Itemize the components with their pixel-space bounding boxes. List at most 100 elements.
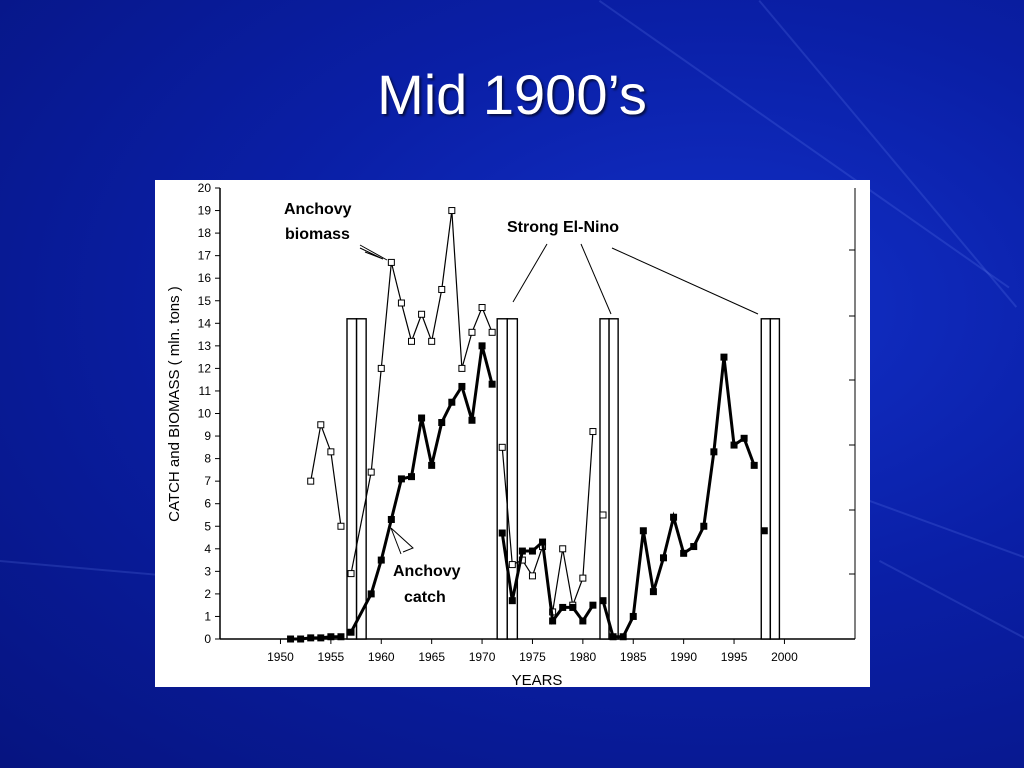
y-tick-label: 0 (204, 632, 211, 646)
catch-point (760, 527, 768, 535)
x-tick-label: 1980 (570, 650, 597, 664)
el-nino-bar (355, 318, 367, 640)
biomass-line (310, 422, 342, 527)
biomass-point (579, 574, 587, 582)
el-nino-bar (506, 318, 519, 640)
y-axis-label: CATCH and BIOMASS ( mln. tons ) (166, 286, 183, 522)
biomass-point (438, 285, 446, 293)
catch-point (629, 612, 637, 620)
y-tick-label: 5 (204, 519, 211, 533)
el-nino-bar (608, 318, 619, 640)
catch-point (700, 522, 708, 530)
catch-point (297, 635, 305, 643)
biomass-point (347, 570, 355, 578)
x-tick-label: 1960 (368, 650, 395, 664)
biomass-point (508, 561, 516, 569)
y-tick-label: 15 (198, 294, 212, 308)
el-nino-bar (346, 318, 358, 640)
catch-point (539, 538, 547, 546)
catch-pointer-line (390, 527, 402, 555)
catch-point (740, 434, 748, 442)
catch-point (508, 597, 516, 605)
catch-point (468, 416, 476, 424)
catch-point (589, 601, 597, 609)
catch-point (307, 634, 315, 642)
catch-pointer (390, 527, 414, 553)
catch-point (579, 617, 587, 625)
biomass-point (498, 443, 506, 451)
biomass-point (428, 337, 436, 345)
biomass-point (589, 428, 597, 436)
y-tick-label: 11 (199, 384, 212, 398)
catch-point (710, 448, 718, 456)
x-tick-label: 1950 (267, 650, 294, 664)
y-tick-label: 7 (204, 474, 211, 488)
el-nino-bar (769, 318, 781, 640)
catch-point (327, 633, 335, 641)
catch-point (438, 419, 446, 427)
catch-point (428, 461, 436, 469)
y-tick-label: 14 (198, 316, 212, 330)
y-tick-label: 17 (198, 249, 212, 263)
biomass-point (367, 468, 375, 476)
biomass-point (307, 477, 315, 485)
biomass-label-line2: biomass (285, 226, 350, 243)
catch-line (349, 345, 494, 633)
biomass-pointer (359, 247, 384, 260)
biomass-point (317, 421, 325, 429)
catch-point (317, 634, 325, 642)
catch-point (619, 633, 627, 641)
y-tick-label: 10 (198, 407, 212, 421)
biomass-point (478, 304, 486, 312)
slide-title: Mid 1900’s (377, 63, 647, 126)
y-tick-label: 2 (204, 587, 211, 601)
biomass-point (559, 545, 567, 553)
el-nino-leader (611, 247, 759, 315)
catch-label-line1: Anchovy (393, 563, 461, 580)
x-tick-label: 1955 (318, 650, 345, 664)
y-tick-label: 8 (204, 452, 211, 466)
catch-point (347, 628, 355, 636)
y-tick-label: 18 (198, 226, 212, 240)
catch-point (649, 588, 657, 596)
catch-point (559, 603, 567, 611)
y-tick-label: 3 (204, 564, 211, 578)
biomass-pointer-line (359, 244, 388, 261)
catch-point (337, 633, 345, 641)
catch-point (518, 547, 526, 555)
catch-point (448, 398, 456, 406)
catch-point (690, 543, 698, 551)
catch-point (549, 617, 557, 625)
catch-point (287, 635, 295, 643)
catch-point (478, 342, 486, 350)
biomass-point (387, 258, 395, 266)
el-nino-bar (599, 318, 610, 640)
catch-point (730, 441, 738, 449)
el-nino-leader (580, 243, 612, 315)
x-axis-label: YEARS (512, 672, 563, 687)
el-nino-leader (512, 243, 548, 303)
catch-point (458, 382, 466, 390)
biomass-point (397, 299, 405, 307)
biomass-point (599, 511, 607, 519)
biomass-point (337, 522, 345, 530)
catch-point (387, 515, 395, 523)
y-tick-label: 4 (204, 542, 211, 556)
catch-line (601, 356, 756, 639)
catch-point (498, 529, 506, 537)
y-tick-label: 12 (198, 361, 212, 375)
catch-point (599, 597, 607, 605)
el-nino-bar (496, 318, 508, 640)
catch-line (500, 532, 595, 625)
biomass-point (448, 207, 456, 215)
x-tick-label: 1975 (519, 650, 546, 664)
catch-point (670, 513, 678, 521)
biomass-point (528, 572, 536, 580)
y-tick-label: 20 (198, 181, 212, 195)
y-tick-label: 16 (198, 271, 212, 285)
catch-point (569, 603, 577, 611)
catch-point (639, 527, 647, 535)
catch-point (680, 549, 688, 557)
biomass-point (458, 364, 466, 372)
chart-frame: 0 1 2 3 4 5 6 7 8 9 10 11 12 13 14 15 16 17 18 19 20 1950 1955… (155, 180, 870, 687)
